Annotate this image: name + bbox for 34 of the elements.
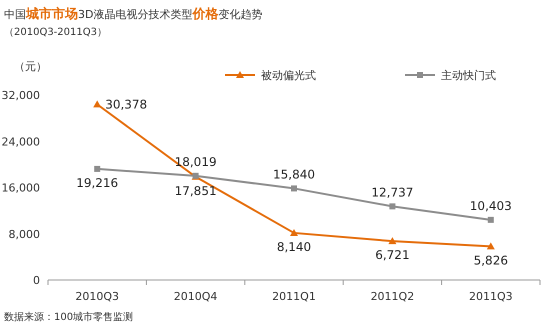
- data-label: 19,216: [76, 176, 118, 190]
- x-tick-label: 2011Q1: [272, 290, 316, 303]
- point: [93, 100, 102, 108]
- x-tick-label: 2010Q3: [75, 290, 120, 303]
- x-tick-label: 2011Q3: [468, 290, 513, 303]
- point: [94, 166, 100, 172]
- source-note: 数据来源：100城市零售监测: [4, 311, 134, 323]
- data-label: 10,403: [470, 198, 512, 213]
- data-label: 5,826: [474, 253, 508, 268]
- data-label: 30,378: [105, 97, 148, 112]
- data-label: 6,721: [375, 248, 410, 262]
- x-tick-label: 2010Q4: [174, 290, 218, 303]
- legend-label: 主动快门式: [441, 69, 496, 82]
- point: [291, 185, 297, 192]
- y-tick-label: 24,000: [2, 135, 40, 148]
- point: [488, 216, 494, 223]
- point: [388, 237, 396, 244]
- data-label: 17,851: [174, 184, 217, 198]
- y-tick-label: 16,000: [2, 182, 40, 194]
- data-label: 8,140: [276, 240, 312, 254]
- point: [290, 228, 298, 236]
- y-axis-title: （元）: [14, 60, 47, 73]
- y-tick-label: 32,000: [2, 89, 40, 102]
- chart-title: 中国城市市场3D液晶电视分技术类型价格变化趋势: [4, 6, 262, 22]
- data-label: 12,737: [371, 185, 414, 200]
- chart-subtitle: （2010Q3-2011Q3）: [4, 27, 107, 38]
- point: [486, 242, 495, 250]
- legend-label: 被动偏光式: [261, 69, 316, 82]
- point: [389, 203, 396, 210]
- y-tick-label: 8,000: [8, 228, 40, 241]
- y-tick-label: 0: [33, 274, 40, 287]
- data-label: 18,019: [174, 154, 217, 169]
- data-label: 15,840: [273, 167, 315, 182]
- x-tick-label: 2011Q2: [370, 290, 414, 303]
